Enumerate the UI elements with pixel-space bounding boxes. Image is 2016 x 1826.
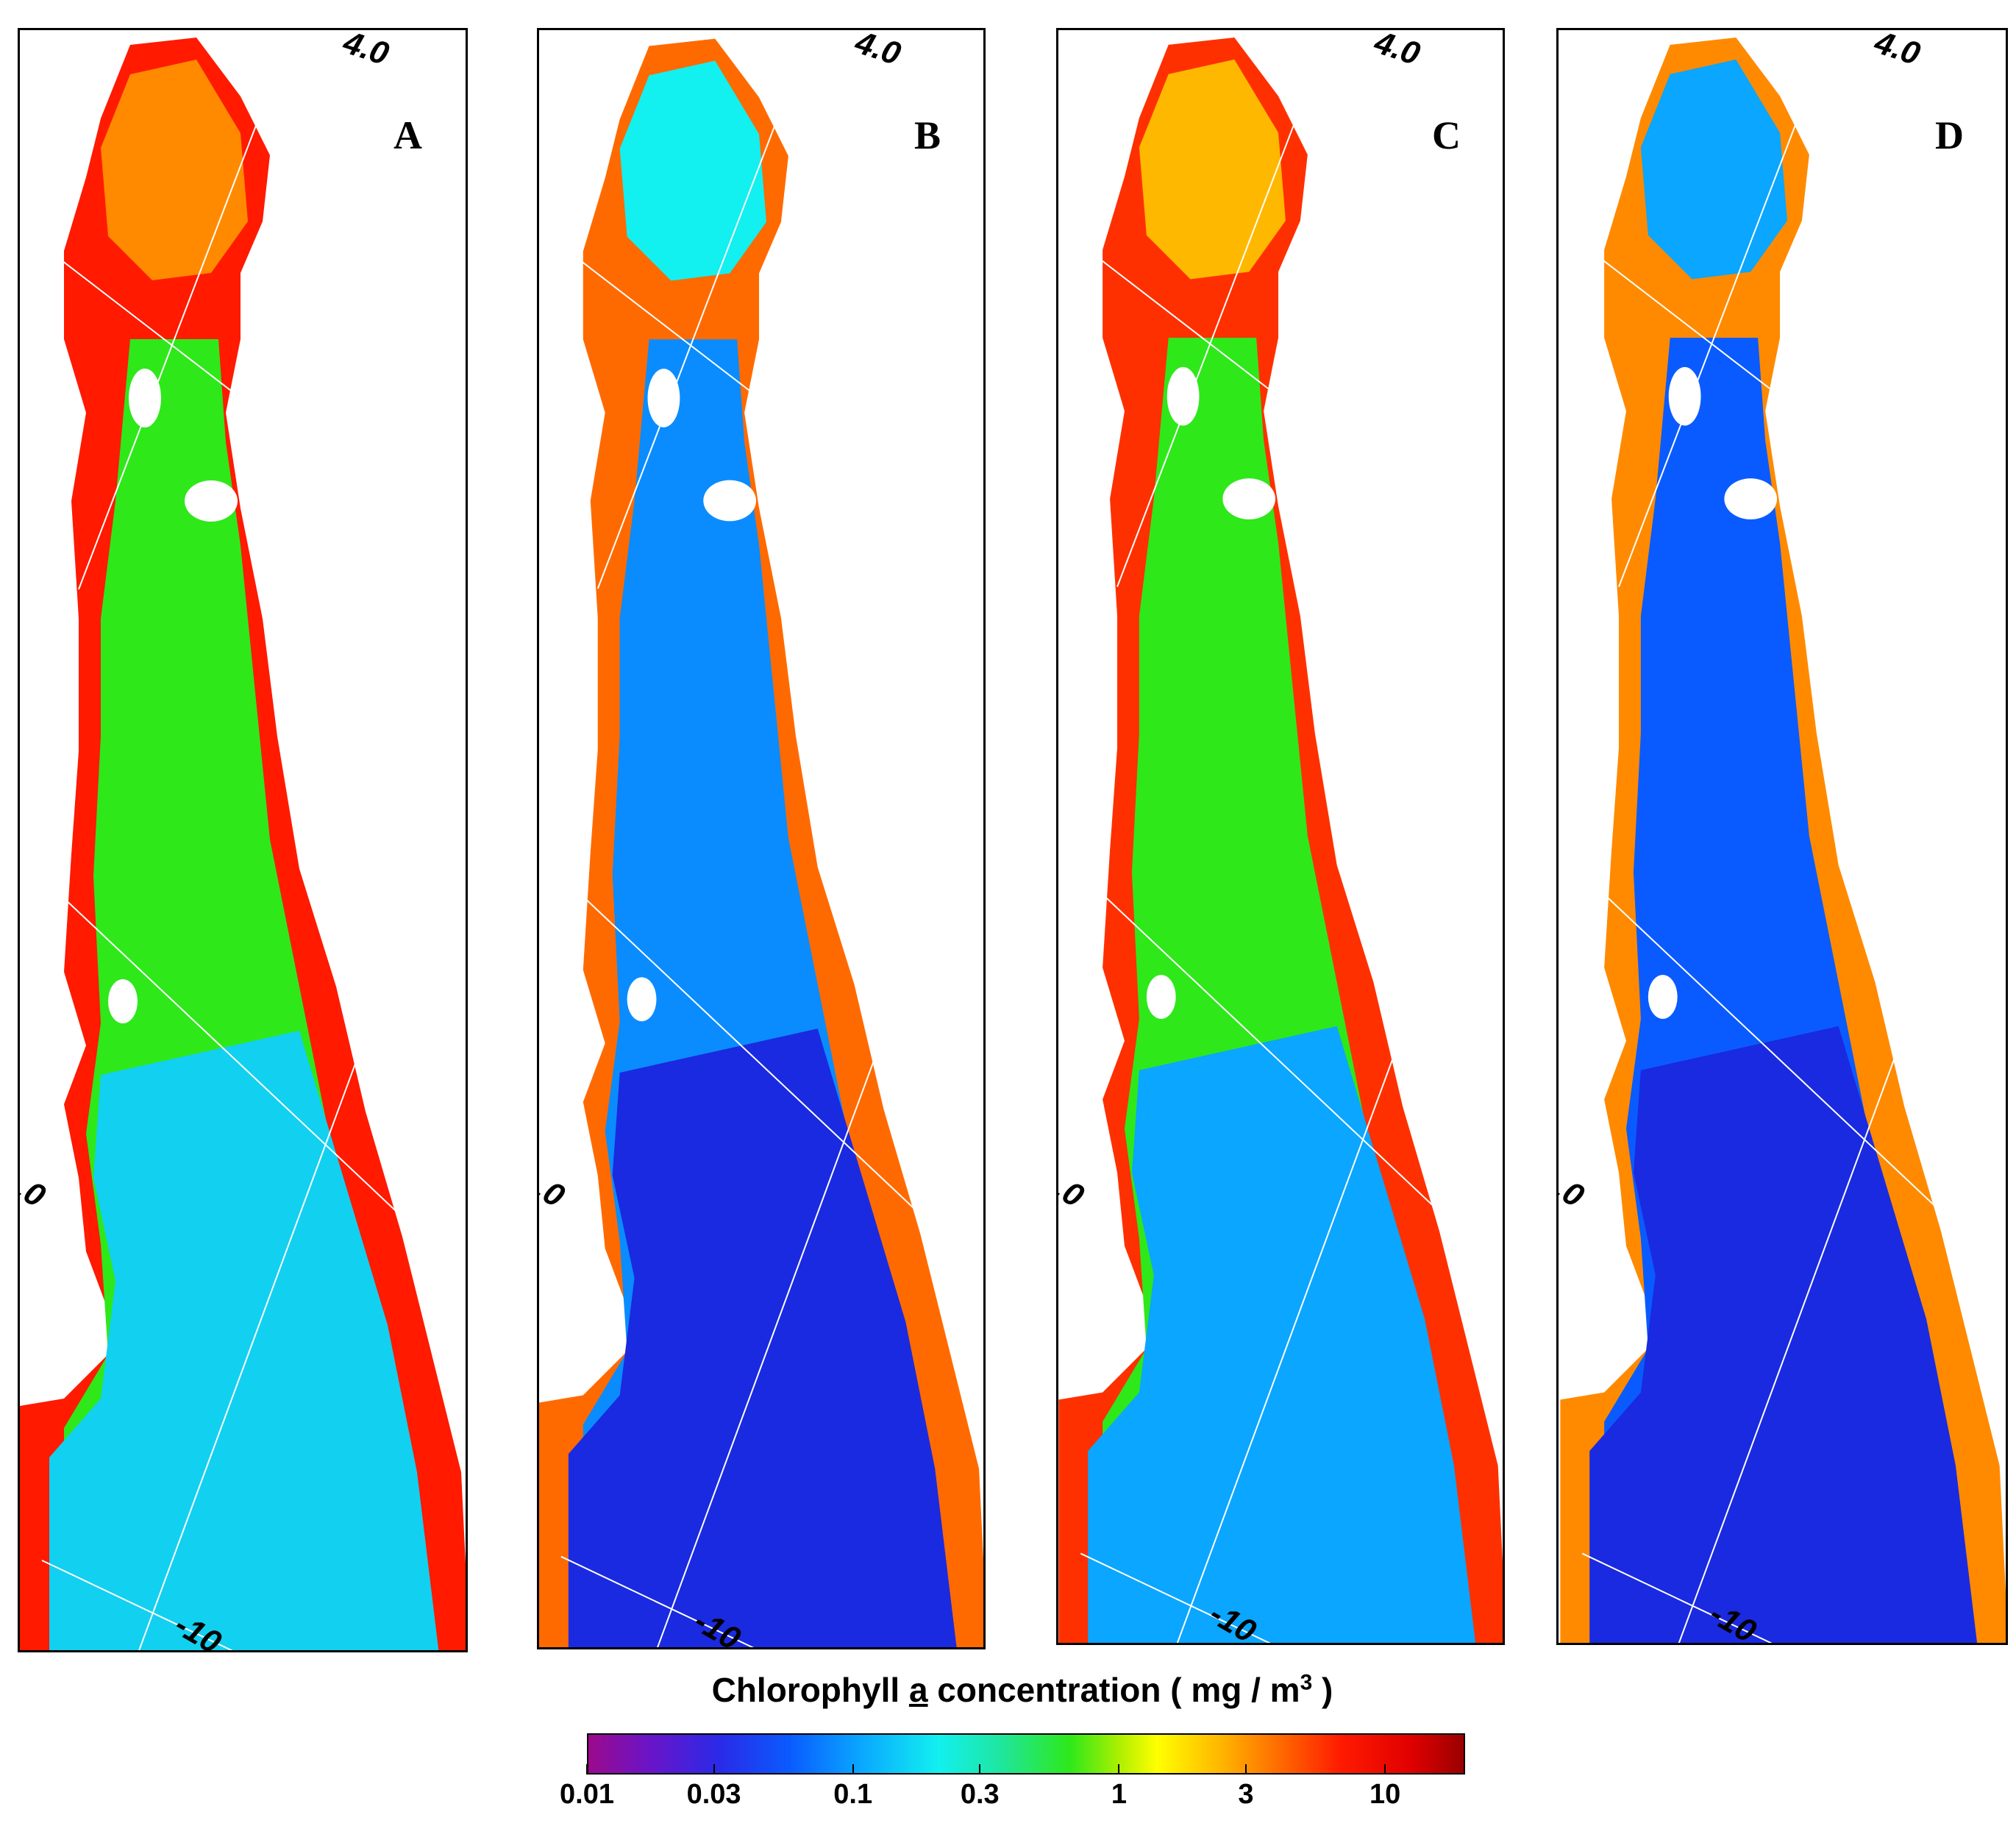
panel-label-b: B (914, 113, 941, 157)
graticule-line (1581, 1552, 1773, 1643)
graticule-line (1603, 893, 2006, 1274)
colorbar-tick-label: 10 (1369, 1779, 1401, 1810)
colorbar-tick-label: 0.1 (833, 1779, 873, 1810)
land-gap (627, 977, 657, 1022)
graticule-line (1589, 249, 1971, 544)
graticule-line (1102, 893, 1503, 1273)
graticule-line (41, 1560, 233, 1650)
northern-basin (1139, 59, 1286, 280)
panel-label-a: A (393, 113, 422, 157)
land-gap (1724, 478, 1778, 519)
graticule-line (1176, 1011, 1411, 1643)
colorbar (587, 1733, 1465, 1775)
land-gap (647, 369, 680, 427)
graticule-line (78, 88, 271, 590)
chlorophyll-map-c (1058, 37, 1503, 1643)
northern-basin (619, 60, 766, 281)
chlorophyll-map-b (539, 38, 983, 1647)
graticule-line (63, 898, 466, 1278)
colorbar-title: Chlorophyll a concentration ( mg / m3 ) (588, 1670, 1456, 1710)
graticule-line (1678, 1011, 1913, 1643)
graticule-line (138, 1015, 374, 1650)
map-panel-a: A 4.0 .0 -10 (18, 28, 468, 1652)
colorbar-tick-mark (979, 1764, 981, 1775)
colorbar-title-middle: concentration ( mg / m (927, 1671, 1300, 1709)
colorbar-tick-label: 0.01 (560, 1779, 614, 1810)
graticule-line (568, 250, 950, 546)
graticule-line (1618, 88, 1810, 587)
southern-open-water (49, 1031, 439, 1650)
chlorophyll-map-d (1560, 37, 2006, 1643)
land-gap (703, 480, 757, 522)
graticule-line (560, 1555, 755, 1647)
graticule-line (1116, 88, 1308, 587)
land-gap (108, 979, 138, 1023)
colorbar-tick-mark (852, 1764, 854, 1775)
colorbar-tick-label: 0.03 (686, 1779, 741, 1810)
colorbar-tick-label: 1 (1111, 1779, 1127, 1810)
colorbar-title-suffix: ) (1312, 1671, 1333, 1709)
colorbar-tick-mark (1384, 1764, 1386, 1775)
graticule-line (49, 250, 432, 546)
colorbar-title-sup: 3 (1300, 1670, 1313, 1695)
land-gap (129, 369, 161, 427)
graticule-line (583, 896, 983, 1275)
land-gap (1166, 366, 1200, 426)
graticule-line (596, 89, 789, 589)
graticule-line (657, 1013, 892, 1647)
colorbar-tick-mark (1244, 1764, 1247, 1775)
graticule-line (1087, 249, 1470, 544)
map-panel-c: C 4.0 .0 -10 (1056, 28, 1505, 1645)
northern-basin (1640, 59, 1787, 280)
chlorophyll-map-a (20, 38, 466, 1650)
northern-basin (101, 60, 248, 280)
colorbar-tick-mark (713, 1764, 715, 1775)
southern-open-water (1088, 1026, 1476, 1643)
southern-open-water (1589, 1026, 1978, 1643)
colorbar-tick-mark (586, 1764, 588, 1775)
land-gap (185, 480, 238, 522)
land-gap (1648, 975, 1678, 1019)
colorbar-tick-mark (1118, 1764, 1120, 1775)
colorbar-tick-label: 0.3 (960, 1779, 1000, 1810)
colorbar-tick-label: 3 (1238, 1779, 1254, 1810)
panel-label-d: D (1935, 113, 1964, 157)
southern-open-water (568, 1029, 957, 1647)
map-panel-d: D 4.0 .0 -10 (1556, 28, 2008, 1645)
colorbar-title-prefix: Chlorophyll (711, 1671, 909, 1709)
panel-label-c: C (1432, 113, 1461, 157)
land-gap (1668, 366, 1701, 426)
land-gap (1146, 975, 1176, 1019)
map-panel-b: B 4.0 .0 -10 (537, 28, 986, 1649)
land-gap (1222, 478, 1276, 519)
colorbar-title-a: a (908, 1671, 928, 1709)
graticule-line (1080, 1552, 1271, 1643)
